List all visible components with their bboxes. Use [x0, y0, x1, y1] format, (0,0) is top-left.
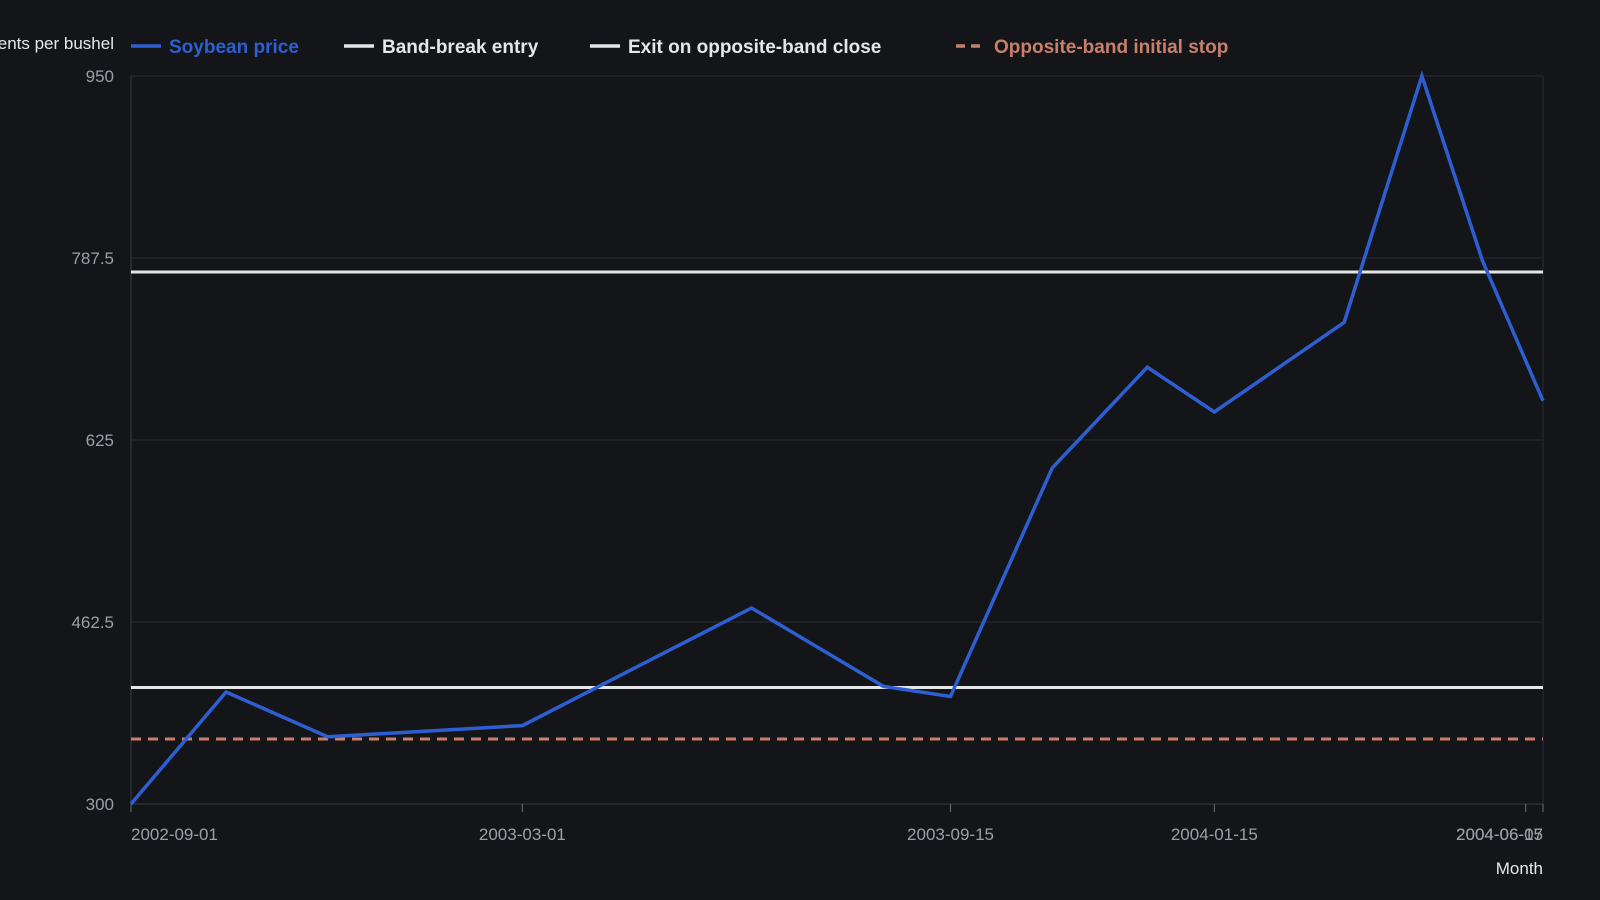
- y-tick-label: 300: [86, 795, 114, 814]
- series-lines: [129, 70, 1545, 806]
- x-tick-label: 2003-09-15: [907, 825, 994, 844]
- x-tick-label: 2002-09-01: [131, 825, 218, 844]
- y-axis-title: cents per bushel: [0, 34, 114, 53]
- legend-label: Soybean price: [169, 37, 299, 58]
- x-axis-title: Month: [1496, 859, 1543, 878]
- x-tick-label: 2004-01-15: [1171, 825, 1258, 844]
- x-tick-label: 2004-06-15: [1456, 825, 1543, 844]
- legend-label: Opposite-band initial stop: [994, 37, 1228, 58]
- x-tick-label: 2003-03-01: [479, 825, 566, 844]
- x-tick-label: 2004-06-07: [1456, 825, 1543, 844]
- y-tick-label: 625: [86, 431, 114, 450]
- x-tick-labels: 2002-09-01 2003-03-01 2003-09-15 2004-01-15…: [130, 804, 1544, 844]
- series-line-soybean-price: [129, 70, 1545, 806]
- legend-label: Band-break entry: [382, 37, 539, 58]
- y-tick-label: 787.5: [71, 249, 114, 268]
- grid: [131, 75, 1543, 805]
- plot-frame: [130, 76, 1544, 805]
- y-tick-labels: 950 787.5 625 462.5 300: [71, 67, 114, 814]
- y-tick-label: 950: [86, 67, 114, 86]
- y-tick-label: 462.5: [71, 613, 114, 632]
- legend-label: Exit on opposite-band close: [628, 37, 881, 58]
- legend: Soybean price Band-break entry Exit on opp…: [131, 37, 1228, 58]
